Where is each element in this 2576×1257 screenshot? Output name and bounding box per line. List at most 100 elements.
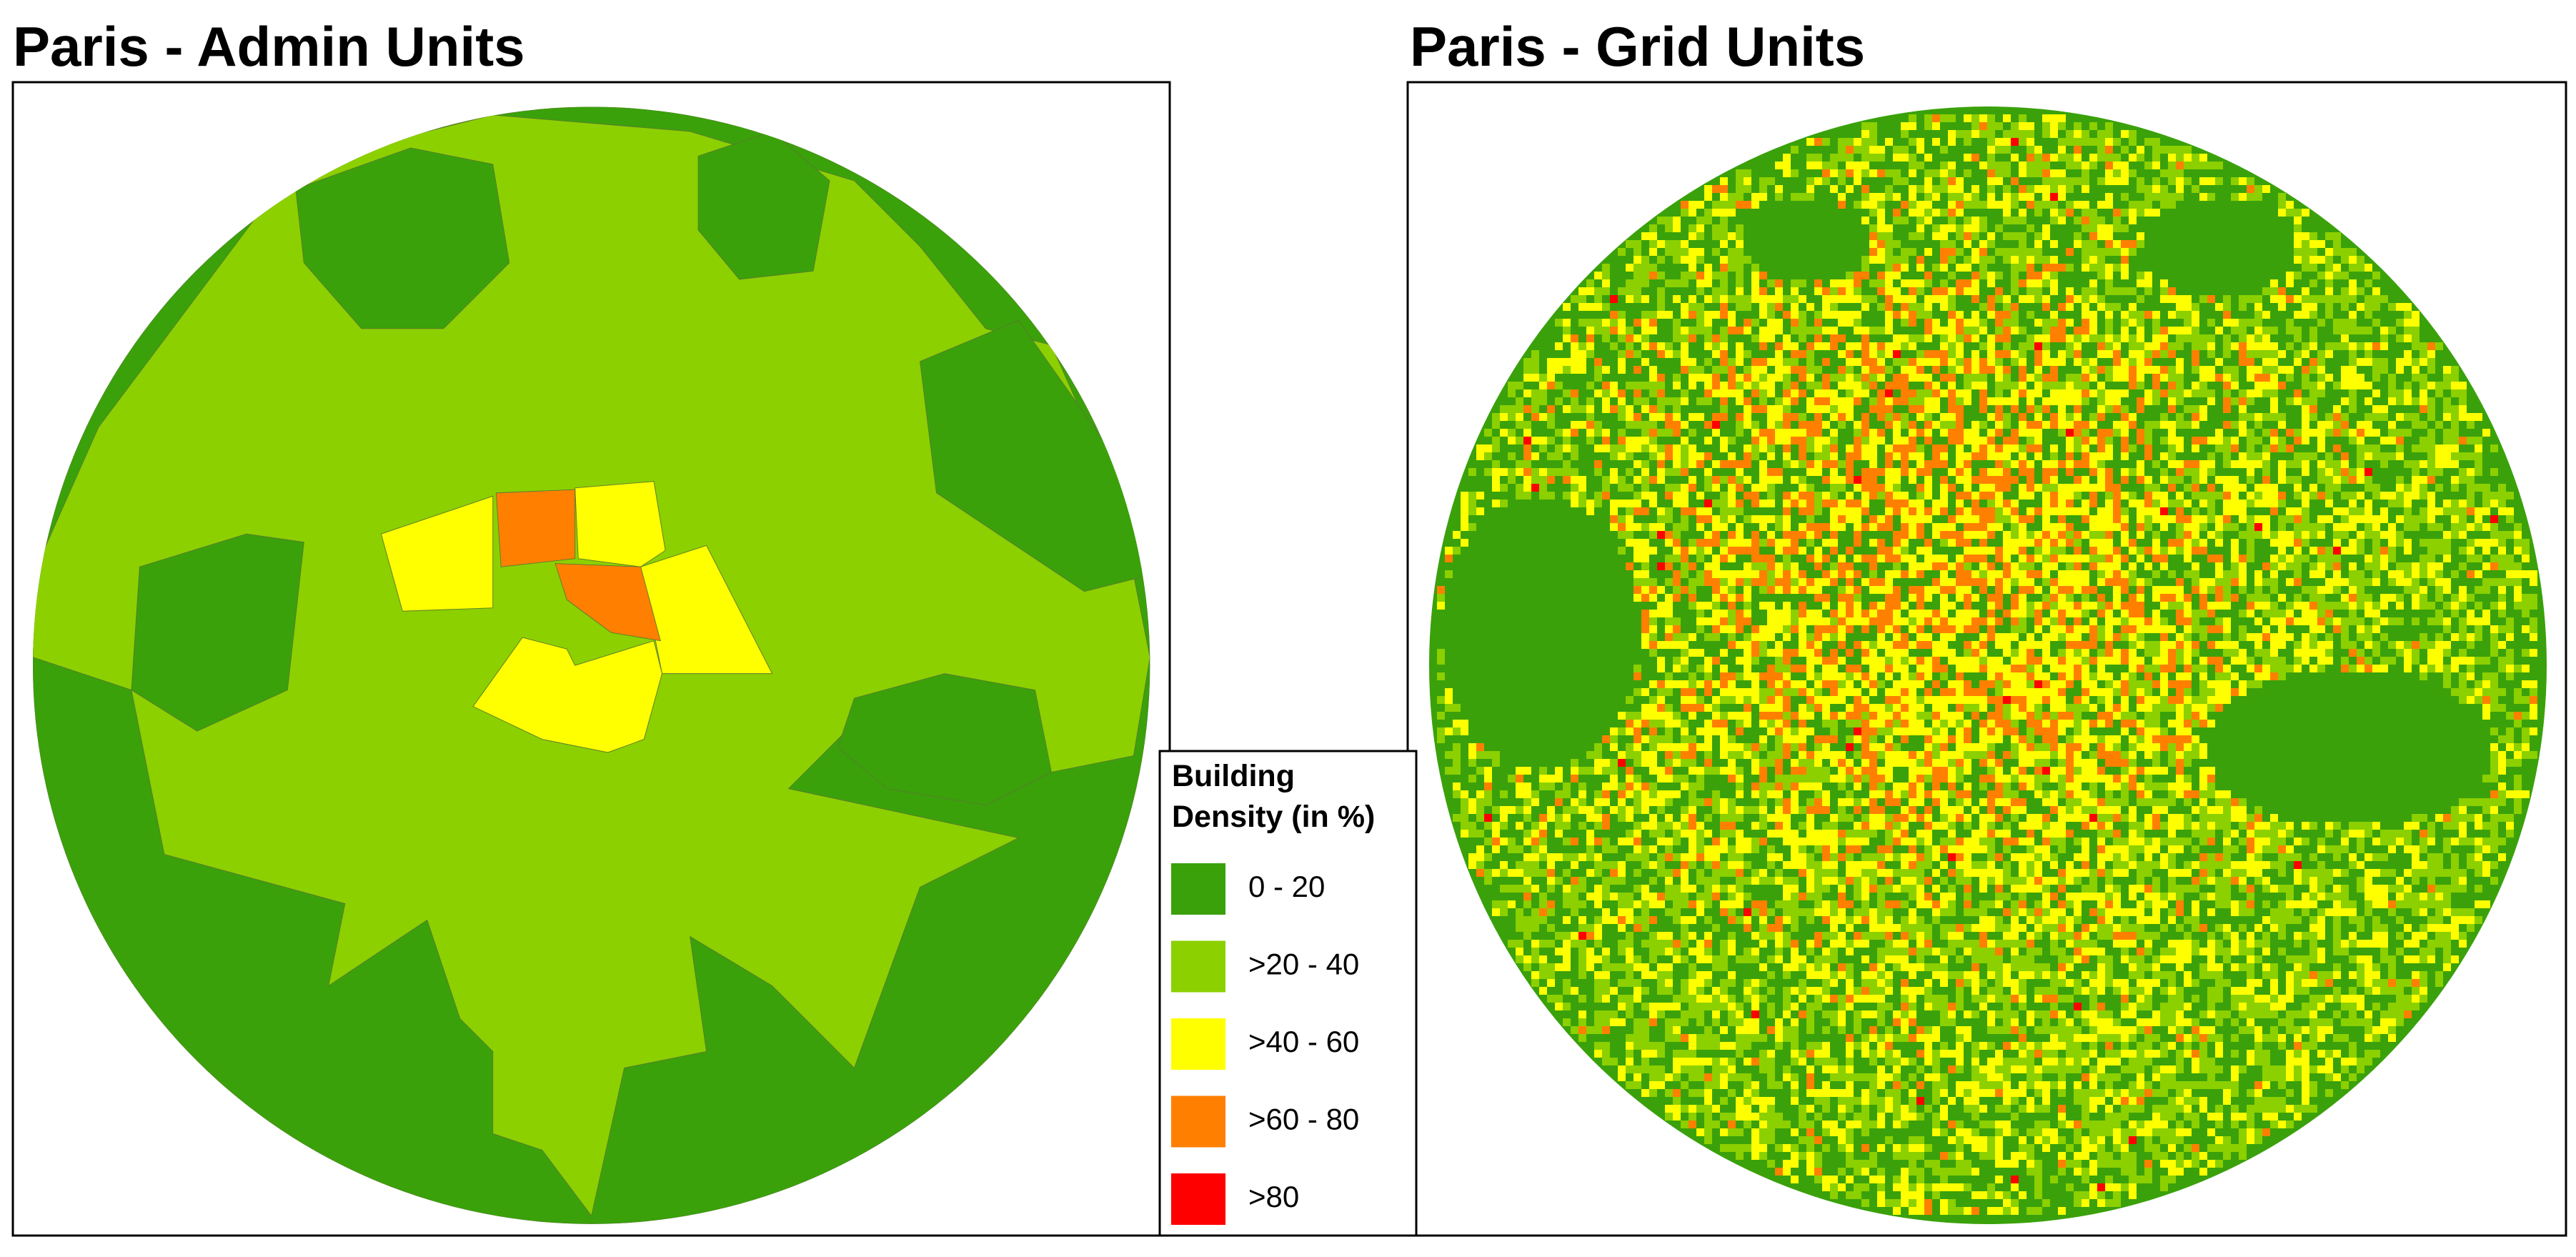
grid-cell — [1814, 696, 1822, 704]
grid-cell — [1791, 610, 1799, 617]
grid-cell — [1893, 272, 1901, 279]
grid-cell — [1995, 688, 2003, 696]
grid-cell — [2105, 146, 2113, 154]
grid-cell — [2097, 484, 2105, 492]
grid-cell — [2074, 146, 2082, 154]
grid-cell — [1736, 641, 1744, 649]
grid-cell — [2372, 413, 2380, 421]
grid-cell — [2042, 154, 2050, 162]
grid-cell — [1673, 240, 1681, 248]
grid-cell — [1720, 547, 1728, 555]
grid-cell — [2105, 154, 2113, 162]
grid-cell — [1633, 437, 1641, 444]
grid-cell — [2530, 578, 2537, 586]
grid-cell — [1736, 429, 1744, 437]
grid-cell — [1838, 610, 1846, 617]
grid-cell — [1531, 358, 1539, 366]
grid-cell — [2522, 696, 2530, 704]
grid-cell — [2192, 358, 2199, 366]
grid-cell — [1744, 327, 1751, 334]
grid-cell — [1916, 523, 1924, 531]
grid-cell — [1649, 617, 1657, 625]
grid-cell — [1649, 272, 1657, 279]
grid-cell — [2490, 625, 2498, 633]
grid-cell — [1751, 334, 1759, 342]
grid-cell — [1704, 539, 1712, 547]
grid-cell — [2396, 437, 2404, 444]
grid-cell — [2129, 413, 2137, 421]
grid-cell — [1736, 169, 1744, 177]
grid-cell — [2388, 492, 2396, 500]
grid-cell — [1971, 500, 1979, 507]
grid-cell — [1649, 523, 1657, 531]
grid-cell — [1665, 578, 1673, 586]
grid-cell — [1822, 617, 1830, 625]
grid-cell — [2034, 185, 2042, 193]
grid-cell — [2396, 492, 2404, 500]
grid-cell — [1720, 444, 1728, 452]
grid-cell — [2278, 382, 2286, 389]
grid-cell — [1964, 531, 1971, 539]
grid-cell — [1971, 531, 1979, 539]
grid-cell — [2412, 374, 2420, 382]
grid-cell — [1948, 287, 1956, 295]
grid-cell — [1916, 311, 1924, 319]
grid-cell — [1924, 279, 1932, 287]
grid-cell — [2482, 578, 2490, 586]
grid-cell — [2435, 444, 2443, 452]
grid-cell — [1964, 586, 1971, 594]
grid-cell — [2427, 460, 2435, 468]
grid-cell — [1696, 649, 1704, 657]
grid-cell — [1751, 421, 1759, 429]
grid-cell — [1964, 562, 1971, 570]
grid-cell — [1767, 531, 1775, 539]
grid-cell — [2317, 421, 2325, 429]
grid-cell — [2144, 672, 2152, 680]
grid-cell — [1681, 437, 1689, 444]
grid-cell — [2341, 625, 2349, 633]
grid-cell — [2278, 523, 2286, 531]
grid-cell — [1924, 185, 1932, 193]
grid-cell — [1602, 476, 1610, 484]
grid-cell — [2097, 578, 2105, 586]
grid-cell — [1689, 232, 1696, 240]
grid-cell — [1681, 492, 1689, 500]
grid-cell — [2396, 500, 2404, 507]
grid-cell — [1846, 460, 1854, 468]
grid-cell — [2019, 586, 2027, 594]
grid-cell — [1893, 444, 1901, 452]
grid-cell — [2121, 602, 2129, 610]
grid-cell — [2317, 641, 2325, 649]
grid-cell — [1830, 610, 1838, 617]
grid-cell — [1712, 421, 1720, 429]
grid-cell — [1885, 515, 1893, 523]
grid-cell — [2176, 334, 2184, 342]
grid-cell — [1909, 421, 1916, 429]
grid-cell — [1696, 704, 1704, 712]
grid-cell — [2490, 696, 2498, 704]
grid-cell — [1633, 421, 1641, 429]
grid-cell — [2215, 570, 2223, 578]
grid-cell — [1869, 295, 1877, 303]
grid-cell — [2294, 578, 2302, 586]
grid-cell — [1838, 672, 1846, 680]
grid-cell — [1846, 617, 1854, 625]
grid-cell — [1964, 610, 1971, 617]
grid-cell — [2027, 162, 2034, 169]
grid-cell — [2207, 193, 2215, 201]
grid-cell — [2443, 617, 2451, 625]
grid-cell — [1995, 476, 2003, 484]
grid-cell — [2019, 185, 2027, 193]
grid-cell — [2082, 594, 2089, 602]
grid-cell — [2105, 138, 2113, 146]
grid-cell — [1744, 374, 1751, 382]
grid-cell — [2097, 696, 2105, 704]
grid-cell — [1649, 389, 1657, 397]
grid-cell — [2011, 217, 2019, 224]
grid-cell — [2451, 444, 2459, 452]
grid-cell — [2420, 539, 2427, 547]
grid-cell — [1806, 657, 1814, 665]
grid-cell — [1893, 610, 1901, 617]
grid-cell — [2129, 287, 2137, 295]
grid-cell — [2137, 319, 2144, 327]
